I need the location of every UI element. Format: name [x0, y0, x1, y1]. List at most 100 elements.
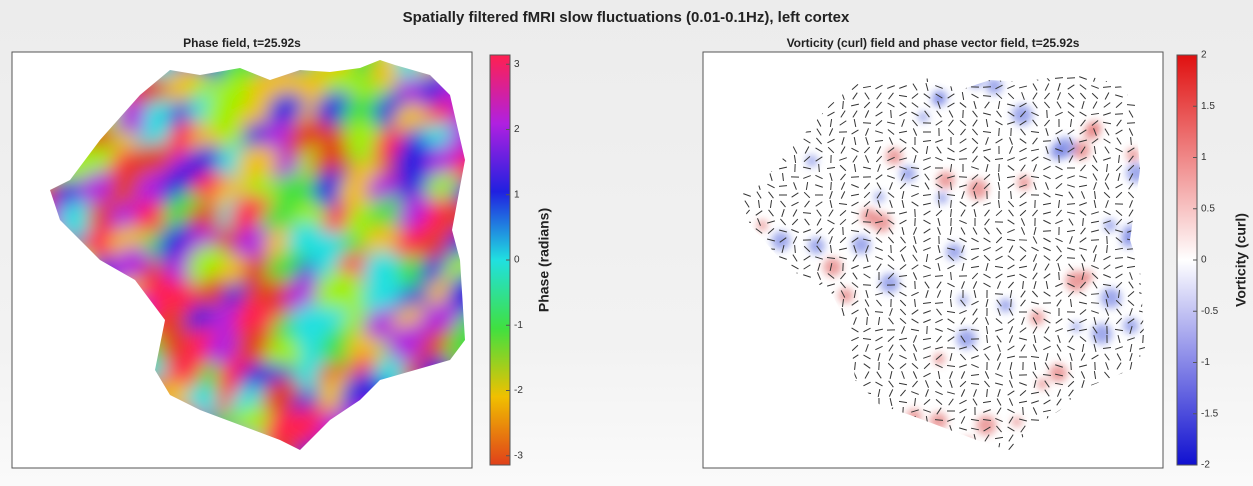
- phase-vector: [1093, 128, 1097, 136]
- phase-vector: [851, 219, 859, 225]
- phase-vector: [1104, 92, 1110, 100]
- phase-vector: [971, 137, 979, 145]
- phase-vector: [899, 219, 907, 225]
- phase-vector: [1007, 219, 1015, 225]
- phase-vector: [1102, 347, 1112, 349]
- phase-vector: [816, 119, 822, 127]
- phase-vector: [887, 254, 895, 262]
- phase-vector: [970, 383, 980, 385]
- phase-vector: [1105, 362, 1109, 370]
- colorbar-tick-label: 1: [514, 189, 520, 200]
- phase-vector: [923, 237, 931, 243]
- phase-vector: [876, 101, 882, 109]
- phase-vector: [1007, 183, 1015, 189]
- phase-vector: [937, 227, 941, 235]
- phase-vector: [950, 208, 952, 218]
- phase-vector: [865, 290, 869, 298]
- phase-vector: [1091, 120, 1099, 126]
- phase-vector: [950, 199, 952, 209]
- phase-vector: [827, 138, 835, 144]
- phase-vector: [973, 208, 977, 218]
- phase-vector: [983, 112, 991, 116]
- phase-vector: [875, 237, 883, 243]
- phase-vector: [898, 94, 908, 98]
- phase-vector: [1081, 272, 1085, 280]
- phase-vector: [1008, 326, 1014, 334]
- phase-vector: [986, 334, 988, 344]
- phase-vector: [1067, 102, 1075, 108]
- phase-vector: [946, 365, 956, 367]
- phase-vector: [899, 245, 907, 253]
- phase-vector: [851, 300, 859, 306]
- phase-vector: [767, 227, 775, 235]
- phase-vector: [922, 337, 932, 341]
- phase-vector: [1066, 211, 1076, 215]
- phase-vector: [864, 308, 870, 316]
- phase-vector: [901, 226, 905, 236]
- phase-vector: [840, 173, 846, 181]
- phase-vector: [1104, 146, 1110, 154]
- phase-vector: [1058, 271, 1060, 281]
- vort-blob: [918, 111, 929, 123]
- phase-vector: [1006, 355, 1016, 359]
- phase-vector: [938, 190, 940, 200]
- phase-vector: [778, 229, 788, 233]
- phase-vector: [1067, 274, 1075, 278]
- phase-vector: [972, 227, 978, 235]
- phase-vector: [866, 316, 868, 326]
- phase-vector: [1081, 262, 1085, 272]
- phase-vector: [899, 317, 907, 325]
- phase-vector: [971, 344, 979, 352]
- phase-vector: [899, 354, 907, 360]
- phase-vector: [973, 389, 977, 397]
- phase-vector: [913, 155, 917, 163]
- phase-vector: [1021, 92, 1025, 100]
- phase-vector: [947, 175, 955, 179]
- phase-vector: [960, 128, 966, 136]
- phase-vector: [1043, 273, 1051, 279]
- phase-vector: [1127, 291, 1135, 297]
- phase-vector: [1115, 147, 1123, 153]
- phase-vector: [1056, 344, 1062, 352]
- phase-vector: [1091, 92, 1099, 100]
- phase-vector: [996, 299, 1002, 307]
- phase-vector: [851, 282, 859, 288]
- phase-vector: [934, 419, 944, 421]
- phase-vector: [851, 83, 859, 91]
- phase-vector: [827, 273, 835, 279]
- phase-vector: [899, 102, 907, 108]
- phase-vector: [1090, 112, 1100, 116]
- phase-vector: [947, 336, 955, 342]
- phase-vector: [1043, 255, 1051, 261]
- phase-vector: [1044, 380, 1050, 388]
- phase-vector: [1055, 174, 1063, 180]
- phase-vector: [1007, 84, 1015, 90]
- phase-vector: [804, 218, 810, 226]
- phase-vector: [982, 95, 992, 97]
- phase-vector: [935, 380, 943, 388]
- phase-vector: [1118, 154, 1120, 164]
- phase-vector: [936, 110, 942, 118]
- phase-vector: [1043, 156, 1051, 162]
- phase-vector: [983, 409, 991, 413]
- phase-vector: [936, 335, 942, 343]
- phase-vector: [972, 281, 978, 289]
- phase-vector: [865, 245, 869, 253]
- phase-vector: [935, 318, 943, 324]
- phase-vector: [887, 129, 895, 135]
- phase-vector: [1092, 245, 1098, 253]
- phase-vector: [1103, 138, 1111, 144]
- phase-vector: [946, 194, 956, 196]
- phase-vector: [983, 182, 991, 190]
- phase-vector: [1102, 86, 1112, 88]
- phase-vector: [874, 328, 884, 332]
- phase-vector: [1056, 137, 1062, 145]
- phase-vector: [886, 121, 896, 125]
- phase-vector: [1080, 164, 1086, 172]
- phase-vector: [1031, 309, 1039, 315]
- phase-vector: [853, 163, 857, 173]
- phase-vector: [984, 227, 990, 235]
- phase-vector: [1091, 211, 1099, 215]
- phase-vector: [1115, 101, 1123, 109]
- phase-vector: [959, 102, 967, 108]
